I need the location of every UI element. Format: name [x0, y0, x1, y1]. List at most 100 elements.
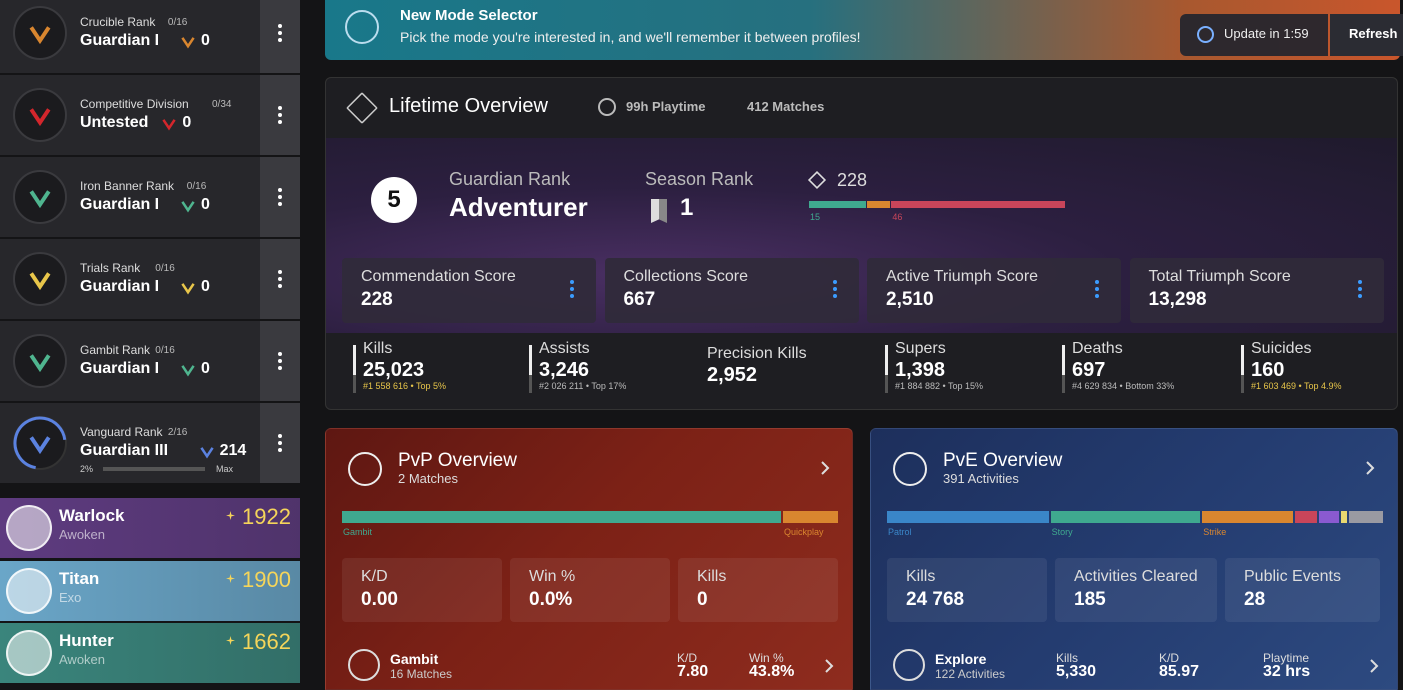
activity-stat-label: Kills — [1056, 651, 1079, 665]
rank-progress: 0/16 — [155, 345, 175, 356]
menu-dots[interactable] — [278, 359, 282, 363]
menu-dots[interactable] — [278, 31, 282, 35]
stat-card: Win % 0.0% — [510, 558, 670, 622]
rank-title: Guardian III — [80, 442, 169, 459]
menu-dots[interactable] — [570, 287, 574, 291]
rank-name: Crucible Rank — [80, 15, 156, 29]
arrow-icon[interactable] — [1368, 658, 1380, 674]
power-star — [226, 636, 235, 645]
menu-dots[interactable] — [278, 113, 282, 117]
character-race: Exo — [59, 589, 82, 605]
triumph-value: 228 — [837, 170, 868, 190]
character-card[interactable]: Titan Exo 1900 — [0, 560, 300, 621]
character-card[interactable]: Warlock Awoken 1922 — [0, 498, 300, 558]
rank-value: 0 — [201, 360, 210, 377]
arrow-icon[interactable] — [1364, 460, 1376, 476]
update-icon — [1197, 26, 1214, 43]
pve-panel: PvE Overview 391 Activities Patrol Story Str… — [870, 428, 1398, 690]
chevron-svg — [181, 37, 195, 49]
score-label: Total Triumph Score — [1148, 268, 1291, 285]
segment-label: 46 — [892, 212, 903, 222]
chevron-icon — [181, 199, 195, 213]
update-button[interactable]: Update in 1:59 — [1180, 14, 1328, 56]
stat-value: 0 — [697, 589, 708, 610]
playtime: 99h Playtime — [626, 99, 706, 114]
character-power: 1922 — [242, 504, 291, 529]
menu-dots[interactable] — [278, 195, 282, 199]
chevron-shape — [29, 108, 51, 127]
pvp-icon — [348, 452, 382, 486]
banner-text: Pick the mode you're interested in, and … — [400, 29, 861, 45]
chevron-svg — [29, 190, 51, 209]
bar-segment — [1318, 511, 1339, 523]
stat-value: 0.00 — [361, 589, 398, 610]
chevron-svg — [29, 272, 51, 291]
arrow-icon[interactable] — [823, 658, 835, 674]
rank-name: Competitive Division — [80, 97, 189, 111]
activity-name: Explore — [935, 651, 987, 667]
power-icon — [226, 570, 235, 583]
chevron-shape — [181, 365, 195, 377]
bar-segment — [1340, 511, 1347, 523]
menu-dots[interactable] — [1357, 287, 1362, 291]
menu-dots[interactable] — [832, 287, 837, 291]
stat-card: Kills 24 768 — [887, 558, 1047, 622]
arrow-shape — [821, 461, 830, 475]
activity-name: Gambit — [390, 651, 439, 667]
power-star-shape — [226, 511, 235, 520]
matches: 412 Matches — [747, 99, 825, 114]
stat-bar-fill — [885, 345, 888, 375]
rank-menu[interactable] — [260, 0, 300, 73]
stat-bar-fill — [529, 345, 532, 375]
segment-label: Quickplay — [784, 527, 824, 537]
score-value: 2,510 — [886, 289, 934, 310]
rank-progress: 0/16 — [186, 181, 207, 192]
character-class: Titan — [59, 568, 100, 588]
stat-value: 24 768 — [906, 589, 965, 610]
activity-stat-value: 5,330 — [1056, 663, 1097, 680]
guardian-rank-value: Adventurer — [449, 192, 588, 222]
rank-name: Iron Banner Rank — [80, 179, 175, 193]
activity-stat-label: Playtime — [1263, 651, 1310, 665]
menu-dots[interactable] — [278, 441, 282, 445]
segment-label: Gambit — [343, 527, 373, 537]
rank-card: Vanguard Rank 2/16 Guardian III 214 2% Max — [0, 403, 300, 483]
refresh-button[interactable]: Refresh — [1330, 14, 1403, 56]
character-class: Hunter — [59, 631, 114, 650]
rank-value: 0 — [182, 114, 192, 131]
stat-label: K/D — [361, 568, 388, 585]
chevron-icon — [181, 35, 195, 49]
chevron-icon — [29, 23, 51, 45]
bar-segment — [867, 201, 891, 208]
character-card[interactable]: Hunter Awoken 1662 — [0, 623, 300, 683]
chevron-icon — [29, 269, 51, 291]
chevron-svg — [181, 201, 195, 213]
stat-label: Activities Cleared — [1074, 568, 1198, 585]
arrow-icon[interactable] — [819, 460, 831, 476]
stat-value: 1,398 — [895, 359, 946, 381]
refresh-text: Refresh — [1349, 26, 1398, 41]
chevron-shape — [162, 119, 177, 131]
bar-segment — [1050, 511, 1201, 523]
stat-bar-fill — [353, 345, 356, 375]
chevron-icon — [181, 281, 195, 295]
bar-segment — [783, 511, 838, 523]
menu-dots[interactable] — [1095, 287, 1099, 291]
stat-value: 2,952 — [707, 364, 758, 386]
chevron-icon — [29, 433, 51, 455]
activity-sub: 122 Activities — [935, 667, 1006, 681]
bar-segment — [887, 511, 1049, 523]
activity-stat-value: 85.97 — [1159, 663, 1200, 680]
menu-dots[interactable] — [278, 277, 282, 281]
chevron-shape — [29, 354, 51, 373]
chevron-shape — [181, 283, 195, 295]
arrow-shape — [825, 659, 834, 673]
arrow-shape — [1370, 659, 1379, 673]
activity-stat-label: Win % — [749, 651, 784, 665]
activity-icon — [348, 649, 380, 681]
activity-sub: 16 Matches — [390, 667, 453, 681]
guardian-rank-label: Guardian Rank — [449, 169, 571, 189]
stat-detail: #1 884 882 • Top 15% — [895, 381, 984, 391]
segment-label: Patrol — [888, 527, 912, 537]
rank-card: Iron Banner Rank 0/16 Guardian I 0 — [0, 157, 300, 237]
